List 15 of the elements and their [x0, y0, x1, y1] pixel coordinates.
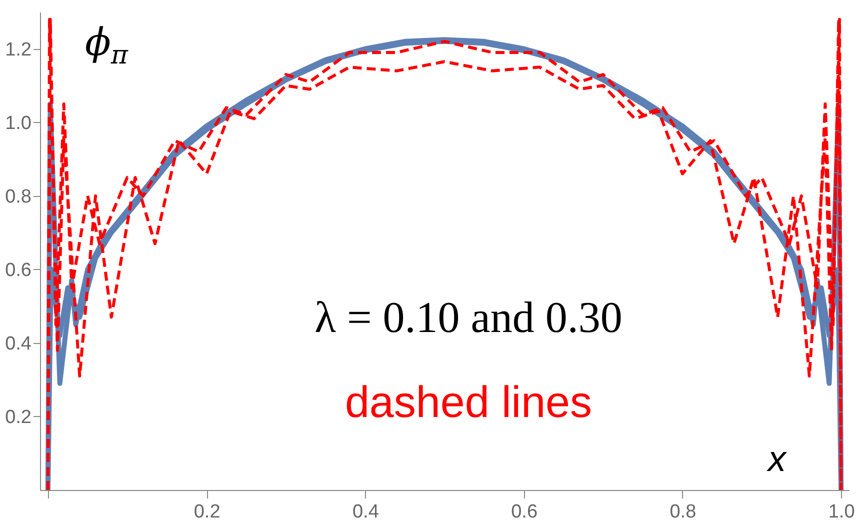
y-tick-label: 0.8 [5, 186, 32, 208]
x-tick-label: 0.4 [352, 502, 380, 522]
x-tick-label: 0.6 [511, 502, 538, 522]
y-tick-label: 0.4 [5, 333, 32, 354]
x-tick-label: 1.0 [828, 502, 855, 522]
x-tick-label: 0.2 [194, 502, 220, 522]
x-axis-title: x [768, 438, 786, 480]
y-axis-title: ϕ$_{π}$ [85, 20, 128, 71]
y-tick-label: 1.2 [5, 39, 32, 60]
annotation: λ = 0.10 and 0.30 [314, 293, 622, 342]
annotation: dashed lines [344, 378, 592, 427]
y-tick-label: 0.2 [5, 406, 32, 428]
x-tick-label: 0.8 [670, 502, 696, 522]
y-tick-label: 0.6 [5, 260, 32, 281]
y-tick-label: 1.0 [5, 112, 32, 134]
